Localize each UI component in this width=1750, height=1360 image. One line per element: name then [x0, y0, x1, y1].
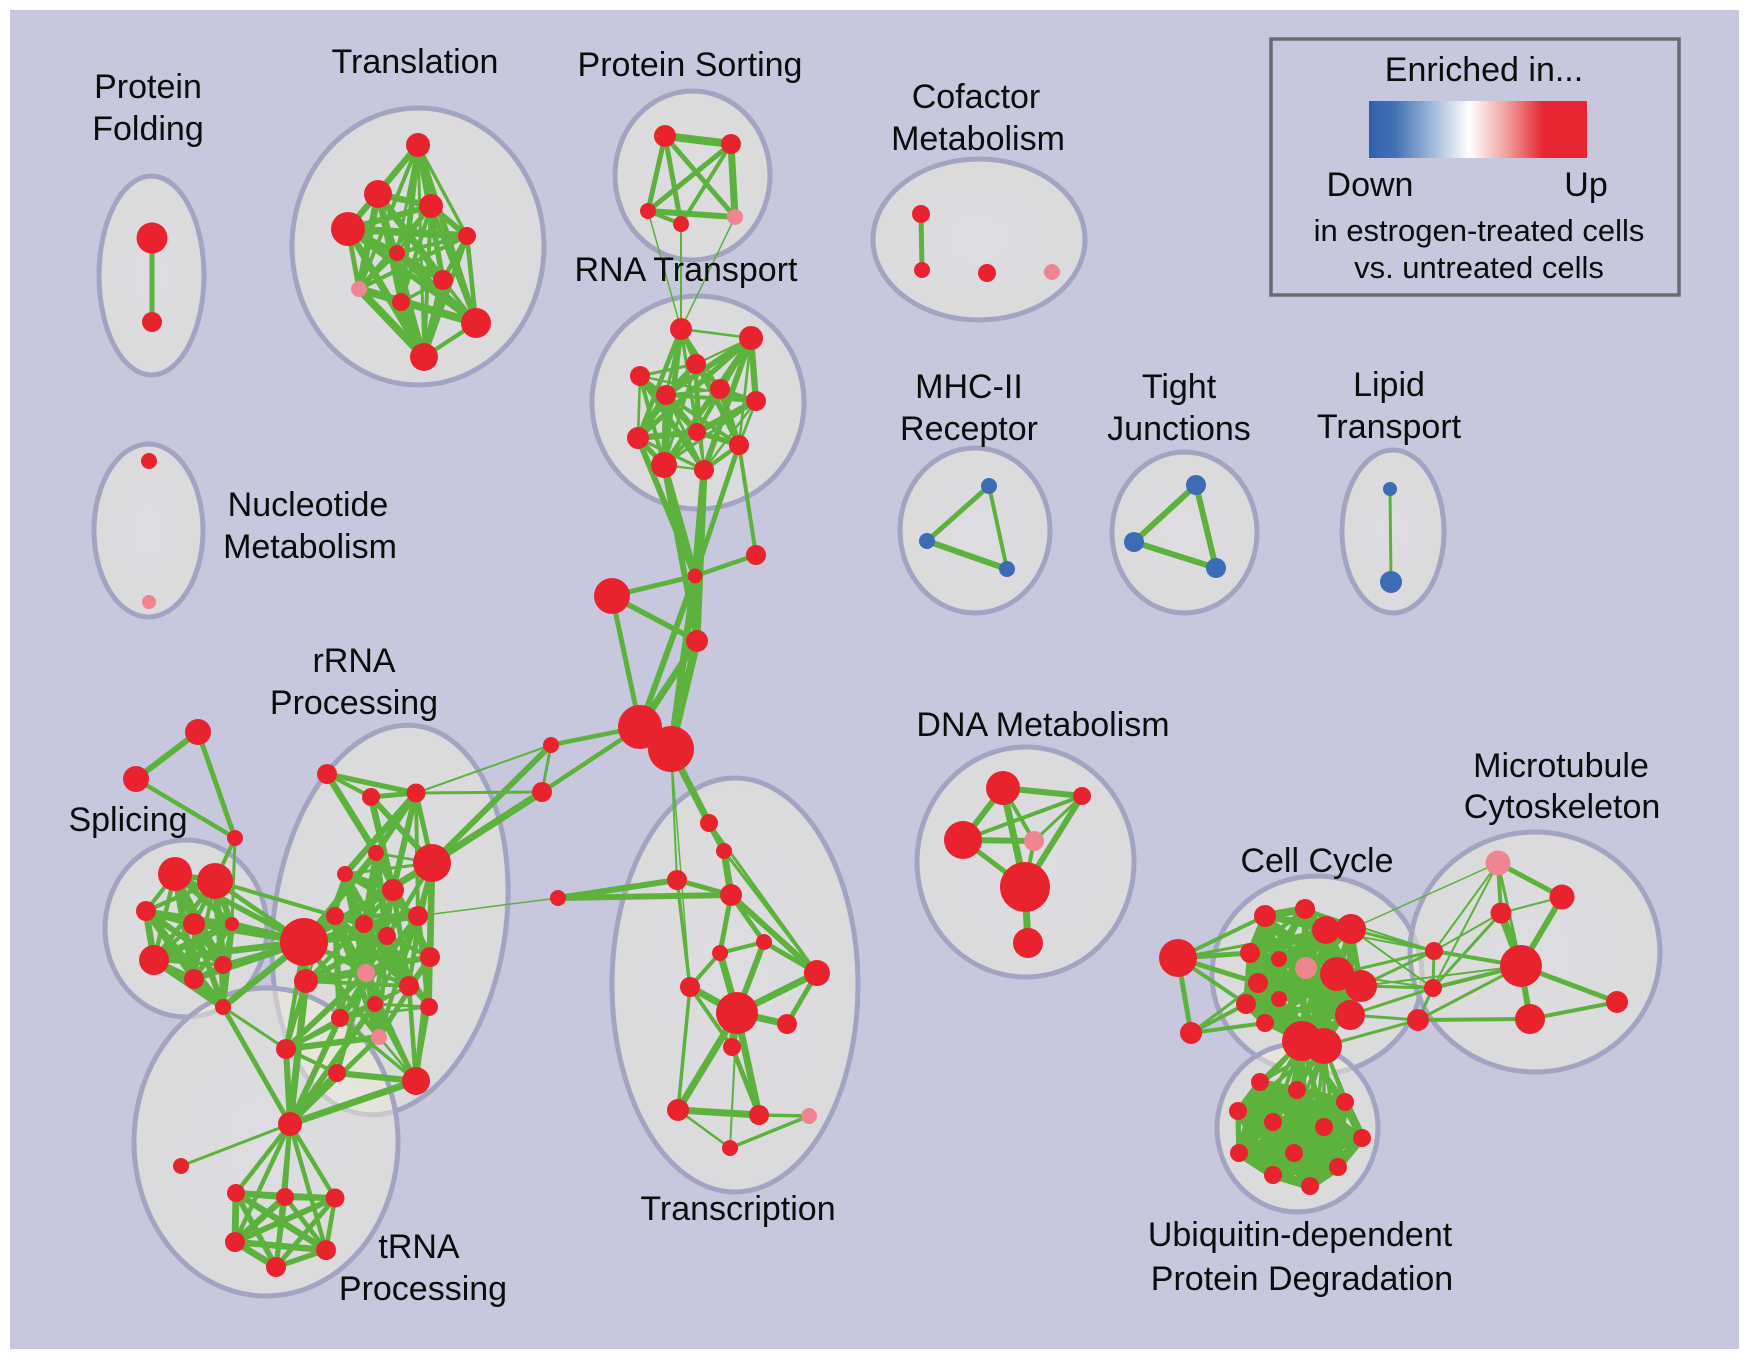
svg-text:Cytoskeleton: Cytoskeleton	[1464, 788, 1661, 826]
svg-text:MHC-II: MHC-II	[915, 368, 1023, 406]
svg-text:Splicing: Splicing	[68, 801, 187, 839]
svg-text:Cell Cycle: Cell Cycle	[1240, 842, 1393, 880]
svg-text:Lipid: Lipid	[1353, 366, 1425, 404]
svg-text:Down: Down	[1327, 166, 1414, 204]
svg-text:Translation: Translation	[332, 43, 499, 81]
svg-text:Folding: Folding	[92, 110, 204, 148]
svg-text:Ubiquitin-dependent: Ubiquitin-dependent	[1148, 1216, 1453, 1254]
svg-text:rRNA: rRNA	[312, 642, 395, 680]
svg-text:Transport: Transport	[1317, 408, 1462, 446]
svg-text:Metabolism: Metabolism	[891, 120, 1065, 158]
svg-text:DNA Metabolism: DNA Metabolism	[916, 706, 1169, 744]
svg-text:Protein: Protein	[94, 68, 202, 106]
svg-text:Processing: Processing	[339, 1270, 507, 1308]
svg-text:RNA Transport: RNA Transport	[575, 251, 799, 289]
svg-text:Microtubule: Microtubule	[1473, 747, 1649, 785]
svg-text:Transcription: Transcription	[640, 1190, 835, 1228]
svg-text:Protein Degradation: Protein Degradation	[1151, 1260, 1453, 1298]
svg-text:Processing: Processing	[270, 684, 438, 722]
svg-text:Protein Sorting: Protein Sorting	[578, 46, 803, 84]
svg-text:Cofactor: Cofactor	[912, 78, 1041, 116]
svg-text:vs. untreated cells: vs. untreated cells	[1354, 250, 1604, 285]
svg-text:Junctions: Junctions	[1107, 410, 1251, 448]
svg-text:Metabolism: Metabolism	[223, 528, 397, 566]
svg-text:in estrogen-treated cells: in estrogen-treated cells	[1314, 213, 1645, 248]
svg-text:Enriched in...: Enriched in...	[1385, 51, 1583, 89]
svg-text:tRNA: tRNA	[378, 1228, 460, 1266]
svg-text:Nucleotide: Nucleotide	[228, 486, 389, 524]
svg-text:Receptor: Receptor	[900, 410, 1038, 448]
svg-text:Tight: Tight	[1142, 368, 1217, 406]
svg-text:Up: Up	[1564, 166, 1607, 204]
